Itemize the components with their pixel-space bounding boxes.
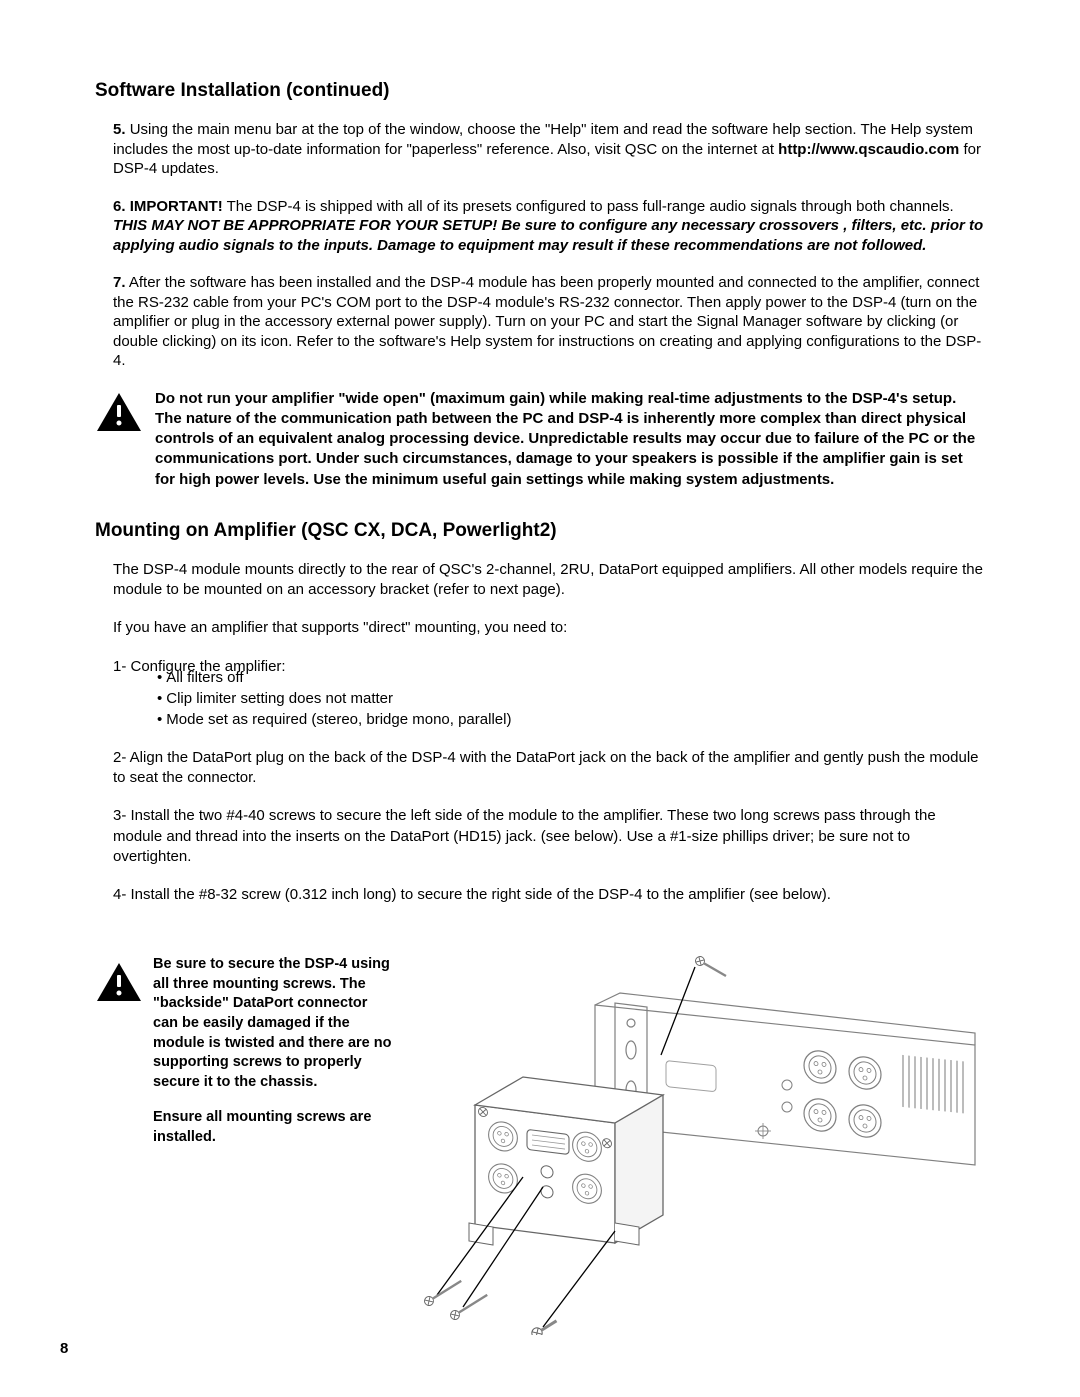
mount-step-4: 4- Install the #8-32 screw (0.312 inch l…: [95, 885, 985, 905]
step-7: 7. After the software has been installed…: [95, 273, 985, 371]
warning-block-1: Do not run your amplifier "wide open" (m…: [95, 389, 985, 490]
bullet-list: All filters off Clip limiter setting doe…: [95, 667, 985, 730]
section-heading-software: Software Installation (continued): [95, 80, 985, 102]
bottom-warning-p2: Ensure all mounting screws are installed…: [153, 1108, 395, 1147]
bullet-item: Mode set as required (stereo, bridge mon…: [157, 709, 985, 730]
diagram-svg: [405, 955, 985, 1335]
mount-step-3: 3- Install the two #4-40 screws to secur…: [95, 806, 985, 867]
mount-need-to: If you have an amplifier that supports "…: [95, 618, 985, 638]
step-num: 7.: [113, 274, 126, 291]
important-label: IMPORTANT!: [130, 198, 223, 215]
warning-triangle-icon: [95, 391, 143, 433]
url: http://www.qscaudio.com: [778, 141, 959, 158]
bottom-warning-block: Be sure to secure the DSP-4 using all th…: [95, 955, 395, 1147]
bullet-item: Clip limiter setting does not matter: [157, 688, 985, 709]
step-5: 5. Using the main menu bar at the top of…: [95, 120, 985, 179]
page-number: 8: [60, 1340, 68, 1357]
step-6-warning: THIS MAY NOT BE APPROPRIATE FOR YOUR SET…: [113, 217, 983, 254]
mounting-diagram: [405, 955, 985, 1335]
step-num: 5.: [113, 121, 126, 138]
bottom-row: Be sure to secure the DSP-4 using all th…: [95, 955, 985, 1335]
section-heading-mounting: Mounting on Amplifier (QSC CX, DCA, Powe…: [95, 520, 985, 542]
step-6: 6. IMPORTANT! The DSP-4 is shipped with …: [95, 197, 985, 256]
warning-1-text: Do not run your amplifier "wide open" (m…: [155, 389, 985, 490]
mount-step-2: 2- Align the DataPort plug on the back o…: [95, 748, 985, 789]
bottom-warning-text: Be sure to secure the DSP-4 using all th…: [153, 955, 395, 1147]
step-7-text: After the software has been installed an…: [113, 274, 981, 369]
bottom-warning-p1: Be sure to secure the DSP-4 using all th…: [153, 955, 395, 1092]
step-6-before: The DSP-4 is shipped with all of its pre…: [223, 198, 954, 215]
warning-triangle-icon: [95, 961, 143, 1003]
step-num: 6.: [113, 198, 126, 215]
mount-intro: The DSP-4 module mounts directly to the …: [95, 560, 985, 601]
